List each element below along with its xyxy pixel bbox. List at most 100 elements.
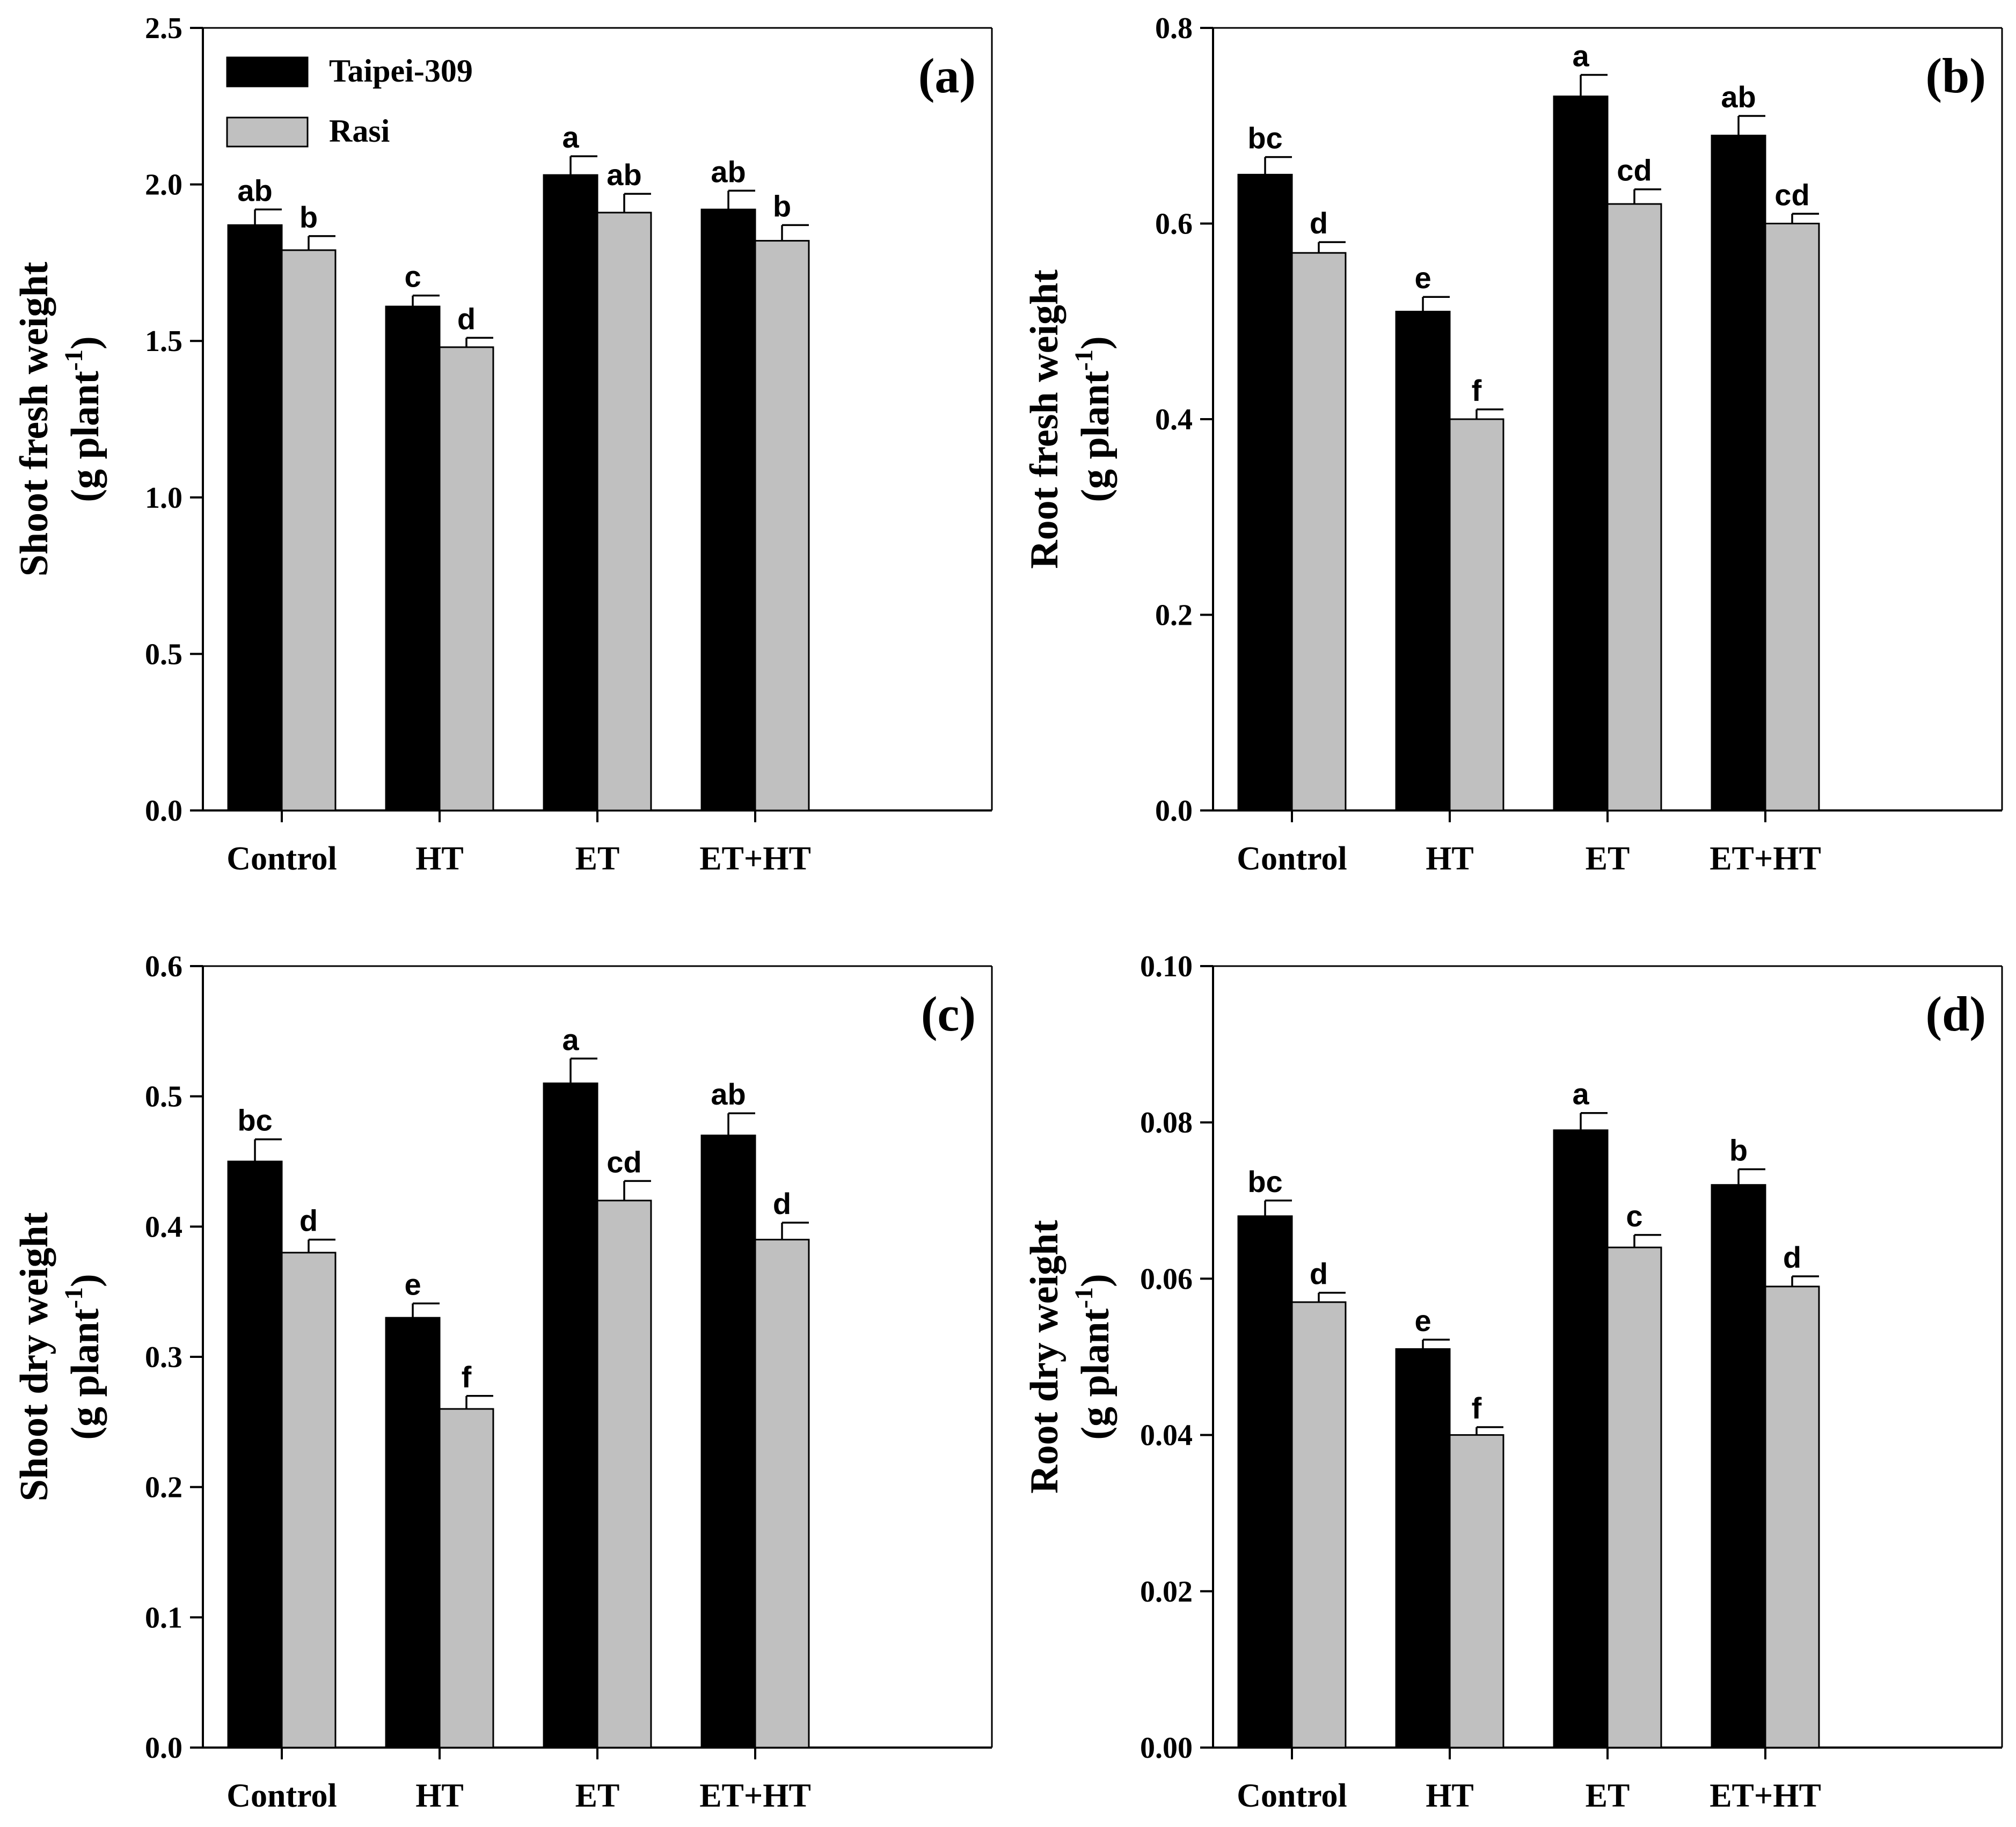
significance-letter: f xyxy=(462,1360,472,1394)
significance-letter: a xyxy=(1572,1077,1589,1111)
significance-letter: bc xyxy=(1247,121,1282,155)
bar-rasi xyxy=(1764,223,1820,812)
bar-rasi xyxy=(1291,1301,1347,1749)
y-tick-label: 0.6 xyxy=(145,950,182,983)
y-axis-label-units-close: ) xyxy=(63,336,107,349)
y-axis-label-units-superscript: -1 xyxy=(60,1287,88,1309)
legend-label-rasi: Rasi xyxy=(329,113,390,149)
bar-rasi xyxy=(439,346,494,812)
y-tick-label: 0.0 xyxy=(145,794,182,828)
y-axis-label-units: (g plant-1) xyxy=(1070,336,1117,502)
panel-1: 0.0 0.2 0.4 0.6 0.8 Control HT ET ET+HT bc e a ab d f c… xyxy=(1022,12,2003,877)
significance-letter: b xyxy=(300,200,318,234)
y-tick-label: 0.4 xyxy=(145,1210,182,1244)
y-tick-label: 0.2 xyxy=(1155,599,1193,632)
legend-swatch-rasi xyxy=(226,116,309,148)
panel-label: (c) xyxy=(921,986,976,1041)
significance-letter: f xyxy=(1472,374,1482,407)
y-tick-label: 1.0 xyxy=(145,481,182,515)
y-tick-label: 0.6 xyxy=(1155,208,1193,241)
bar-rasi xyxy=(596,211,652,812)
significance-letter: cd xyxy=(607,1145,641,1179)
bar-taipei-309 xyxy=(227,1160,283,1749)
x-category-label: HT xyxy=(415,1778,464,1814)
panel-label: (b) xyxy=(1926,48,1986,103)
significance-letter: e xyxy=(1414,261,1431,295)
bar-taipei-309 xyxy=(1395,311,1451,812)
x-category-label: HT xyxy=(1426,1778,1474,1814)
bar-rasi xyxy=(1449,418,1504,812)
significance-letter: d xyxy=(773,1187,791,1221)
panel-label: (a) xyxy=(918,48,976,103)
bar-rasi xyxy=(281,249,337,812)
y-axis-label-units-close: ) xyxy=(1073,1274,1117,1287)
significance-letter: ab xyxy=(237,173,272,207)
y-axis-label-units-main: (g plant xyxy=(63,371,107,502)
significance-letter: d xyxy=(1310,1257,1328,1291)
bar-taipei-309 xyxy=(700,1134,756,1749)
y-axis-label-units-main: (g plant xyxy=(63,1309,107,1440)
bar-rasi xyxy=(1606,203,1662,812)
legend-label-taipei-309: Taipei-309 xyxy=(329,53,473,89)
y-tick-label: 1.5 xyxy=(145,325,182,358)
y-tick-label: 0.3 xyxy=(145,1341,182,1374)
y-tick-label: 0.5 xyxy=(145,1080,182,1114)
x-category-label: ET xyxy=(1586,1778,1630,1814)
significance-letter: bc xyxy=(237,1103,272,1137)
bar-taipei-309 xyxy=(1553,1129,1609,1749)
significance-letter: bc xyxy=(1247,1165,1282,1198)
bar-taipei-309 xyxy=(543,1082,598,1749)
significance-letter: ab xyxy=(711,1077,746,1111)
y-axis-label-units-main: (g plant xyxy=(1073,371,1117,502)
significance-letter: b xyxy=(1729,1134,1748,1167)
x-category-label: Control xyxy=(1237,1778,1347,1814)
y-tick-label: 0.10 xyxy=(1140,950,1193,983)
significance-letter: d xyxy=(1310,206,1328,240)
bar-rasi xyxy=(596,1200,652,1749)
significance-letter: a xyxy=(562,120,579,154)
y-tick-label: 0.5 xyxy=(145,638,182,671)
significance-letter: d xyxy=(300,1204,318,1238)
bar-rasi xyxy=(1764,1285,1820,1749)
significance-letter: f xyxy=(1472,1391,1482,1425)
significance-letter: ab xyxy=(1721,80,1756,114)
x-category-label: ET+HT xyxy=(1710,841,1821,877)
significance-letter: a xyxy=(1572,39,1589,72)
significance-letter: a xyxy=(562,1022,579,1056)
y-axis-label-units: (g plant-1) xyxy=(60,1274,107,1439)
y-tick-label: 0.8 xyxy=(1155,12,1193,45)
bar-taipei-309 xyxy=(1711,1184,1766,1749)
y-tick-label: 0.08 xyxy=(1140,1106,1193,1139)
bar-taipei-309 xyxy=(1237,1215,1293,1749)
y-tick-label: 0.02 xyxy=(1140,1575,1193,1609)
significance-letter: ab xyxy=(607,158,641,192)
bar-rasi xyxy=(1291,252,1347,812)
y-tick-label: 2.0 xyxy=(145,169,182,202)
bar-taipei-309 xyxy=(1711,134,1766,812)
significance-letter: c xyxy=(404,260,421,294)
significance-letter: d xyxy=(457,302,476,335)
y-axis-label: Shoot fresh weight xyxy=(12,261,56,576)
y-tick-label: 2.5 xyxy=(145,12,182,45)
y-axis-label-units-main: (g plant xyxy=(1073,1309,1117,1440)
y-axis-label-units: (g plant-1) xyxy=(1070,1274,1117,1439)
y-axis-label-units-superscript: -1 xyxy=(1070,1287,1098,1309)
panel-2: 0.0 0.1 0.2 0.3 0.4 0.5 0.6 Control HT ET ET+HT bc e… xyxy=(12,950,993,1814)
x-category-label: ET xyxy=(575,841,620,877)
panel-label: (d) xyxy=(1926,986,1986,1041)
significance-letter: d xyxy=(1783,1240,1801,1274)
x-category-label: Control xyxy=(227,841,337,877)
bar-taipei-309 xyxy=(700,208,756,812)
significance-letter: c xyxy=(1626,1199,1642,1233)
x-category-label: ET xyxy=(1586,841,1630,877)
y-axis-label: Root dry weight xyxy=(1022,1220,1067,1494)
y-tick-label: 0.00 xyxy=(1140,1731,1193,1765)
bar-taipei-309 xyxy=(385,1317,441,1749)
bar-taipei-309 xyxy=(227,224,283,812)
significance-letter: e xyxy=(404,1268,421,1302)
y-tick-label: 0.04 xyxy=(1140,1419,1193,1452)
y-tick-label: 0.4 xyxy=(1155,403,1193,436)
panel-3: 0.00 0.02 0.04 0.06 0.08 0.10 Control HT ET ET+HT… xyxy=(1022,950,2003,1814)
bar-rasi xyxy=(1449,1434,1504,1749)
y-tick-label: 0.0 xyxy=(145,1731,182,1765)
